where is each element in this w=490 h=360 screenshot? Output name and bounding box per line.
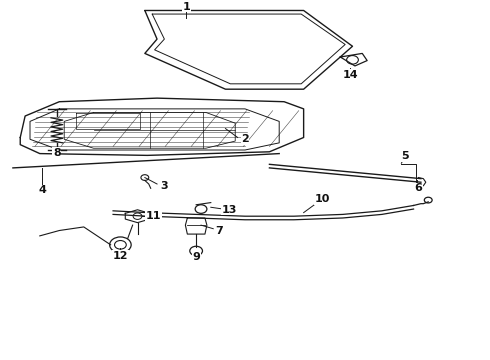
- Text: 4: 4: [38, 185, 46, 195]
- Text: 1: 1: [182, 2, 190, 12]
- Text: 5: 5: [401, 151, 409, 161]
- Text: 7: 7: [216, 225, 223, 235]
- Text: 2: 2: [241, 134, 249, 144]
- Text: 11: 11: [146, 211, 161, 221]
- Text: 3: 3: [161, 181, 168, 191]
- Text: 8: 8: [53, 148, 61, 158]
- Text: 9: 9: [192, 252, 200, 262]
- Text: 6: 6: [415, 183, 422, 193]
- Text: 12: 12: [113, 251, 128, 261]
- Text: 14: 14: [342, 70, 358, 80]
- Text: 10: 10: [315, 194, 330, 204]
- Text: 13: 13: [221, 205, 237, 215]
